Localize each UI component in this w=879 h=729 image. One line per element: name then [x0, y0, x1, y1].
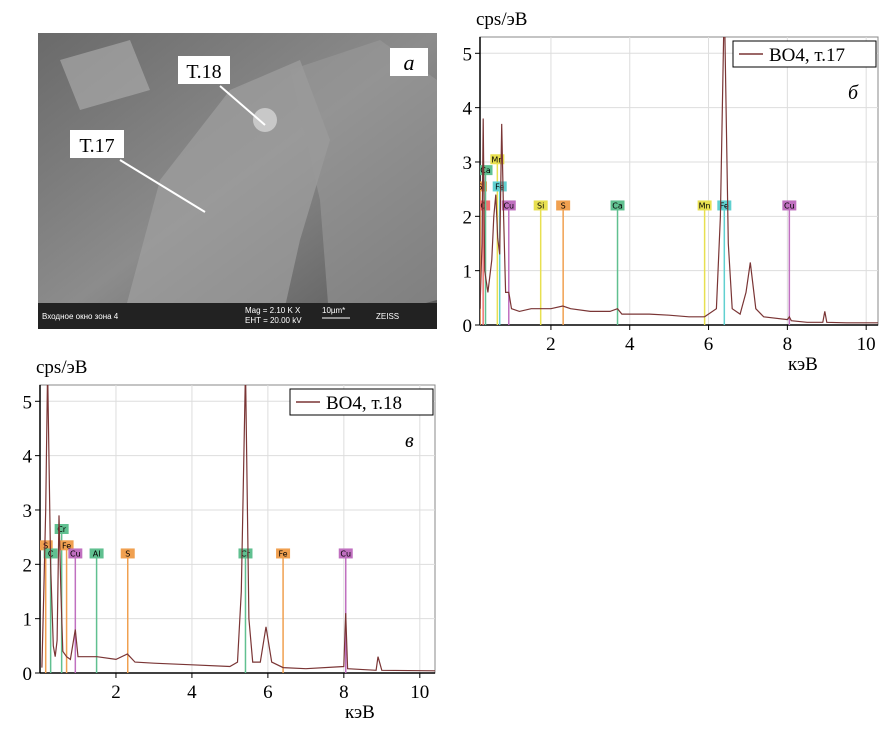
x-tick-label: 6: [263, 682, 273, 703]
legend-label: ВО4, т.18: [326, 393, 402, 414]
info-text: 10µm*: [322, 306, 345, 315]
marker-label-box: [492, 181, 507, 192]
info-text: Входное окно зона 4: [42, 312, 119, 321]
plot-area: [39, 384, 436, 674]
marker-label-box: [533, 200, 548, 211]
marker-label: Fe: [720, 201, 729, 210]
plot-area: [479, 36, 879, 326]
marker-label-box: [556, 200, 571, 211]
spectrum-line: [480, 37, 878, 324]
y-tick-label: 4: [23, 447, 33, 468]
y-axis-label: cps/эВ: [476, 9, 527, 30]
x-tick-label: 2: [546, 334, 556, 355]
sem-image: Т.18 Т.17 а Входное окно зона 4 Mag = 2.…: [38, 33, 437, 329]
marker-label: Cu: [784, 201, 795, 210]
marker-label: Ca: [480, 166, 491, 175]
marker-label-box: [338, 548, 353, 559]
x-tick-label: 6: [704, 334, 714, 355]
y-tick-label: 3: [23, 501, 33, 522]
marker-label-box: [490, 154, 505, 165]
marker-label-box: [59, 540, 74, 551]
marker-label-box: [89, 548, 104, 559]
label-box: [178, 56, 230, 84]
marker-label-box: [610, 200, 625, 211]
legend-label: ВО4, т.17: [769, 45, 845, 66]
marker-label-box: [501, 200, 516, 211]
info-text: Mag = 2.10 K X: [245, 306, 301, 315]
point-label: Т.17: [79, 135, 114, 157]
marker-label-box: [697, 200, 712, 211]
spectrum-line: [41, 385, 435, 672]
label-box: [70, 130, 124, 158]
marker-label-box: [238, 548, 253, 559]
marker-label-box: [120, 548, 135, 559]
x-tick-label: 2: [111, 682, 121, 703]
marker-label: S: [43, 541, 48, 550]
info-bar: [38, 303, 437, 329]
marker-label: Fe: [62, 541, 71, 550]
x-tick-label: 4: [187, 682, 197, 703]
marker-label: Ca: [612, 201, 623, 210]
texture: [120, 60, 330, 329]
y-tick-label: 2: [463, 207, 473, 228]
x-axis-label: кэВ: [345, 702, 375, 723]
marker-label: Mn: [699, 201, 711, 210]
y-tick-label: 1: [23, 610, 33, 631]
marker-label: Cu: [340, 549, 351, 558]
label-box: [390, 48, 428, 76]
y-tick-label: 5: [463, 44, 473, 65]
marker-label-box: [276, 548, 291, 559]
x-tick-label: 8: [783, 334, 793, 355]
y-tick-label: 2: [23, 555, 33, 576]
marker-label: Al: [93, 549, 101, 558]
texture: [60, 40, 150, 110]
pointer: [119, 159, 206, 213]
point-label: Т.18: [186, 61, 221, 83]
marker-label-box: [54, 524, 69, 534]
marker-label: Mn: [491, 155, 503, 164]
marker-label-box: [480, 165, 493, 176]
marker-label-box: [717, 200, 732, 211]
x-tick-label: 10: [857, 334, 876, 355]
marker-label: C: [480, 201, 486, 210]
y-tick-label: 4: [463, 99, 473, 120]
marker-label: Si: [537, 201, 544, 210]
y-tick-label: 0: [23, 664, 33, 685]
marker-label-box: [782, 200, 797, 211]
marker-label: Fe: [495, 182, 504, 191]
y-tick-label: 5: [23, 392, 33, 413]
panel-label: б: [848, 82, 859, 104]
marker-label: Cr: [57, 525, 67, 534]
y-tick-label: 0: [463, 316, 473, 337]
x-tick-label: 4: [625, 334, 635, 355]
panel-label: в: [405, 430, 414, 452]
panel-label: а: [404, 50, 415, 75]
marker-label-box: [68, 548, 83, 559]
marker-label: S: [477, 182, 482, 191]
x-axis-label: кэВ: [788, 354, 818, 375]
x-tick-label: 10: [410, 682, 429, 703]
info-text: EHT = 20.00 kV: [245, 316, 302, 325]
x-tick-label: 8: [339, 682, 349, 703]
y-tick-label: 1: [463, 262, 473, 283]
texture: [253, 108, 277, 132]
marker-label-box: [40, 540, 53, 551]
marker-label: S: [125, 549, 130, 558]
marker-label: Cr: [241, 549, 251, 558]
y-tick-label: 3: [463, 153, 473, 174]
marker-label: Cu: [70, 549, 81, 558]
info-text: ZEISS: [376, 312, 399, 321]
marker-label: Cu: [503, 201, 514, 210]
pointer: [219, 85, 266, 126]
texture: [290, 40, 437, 329]
y-axis-label: cps/эВ: [36, 357, 87, 378]
marker-label: Fe: [279, 549, 288, 558]
marker-label: S: [561, 201, 566, 210]
